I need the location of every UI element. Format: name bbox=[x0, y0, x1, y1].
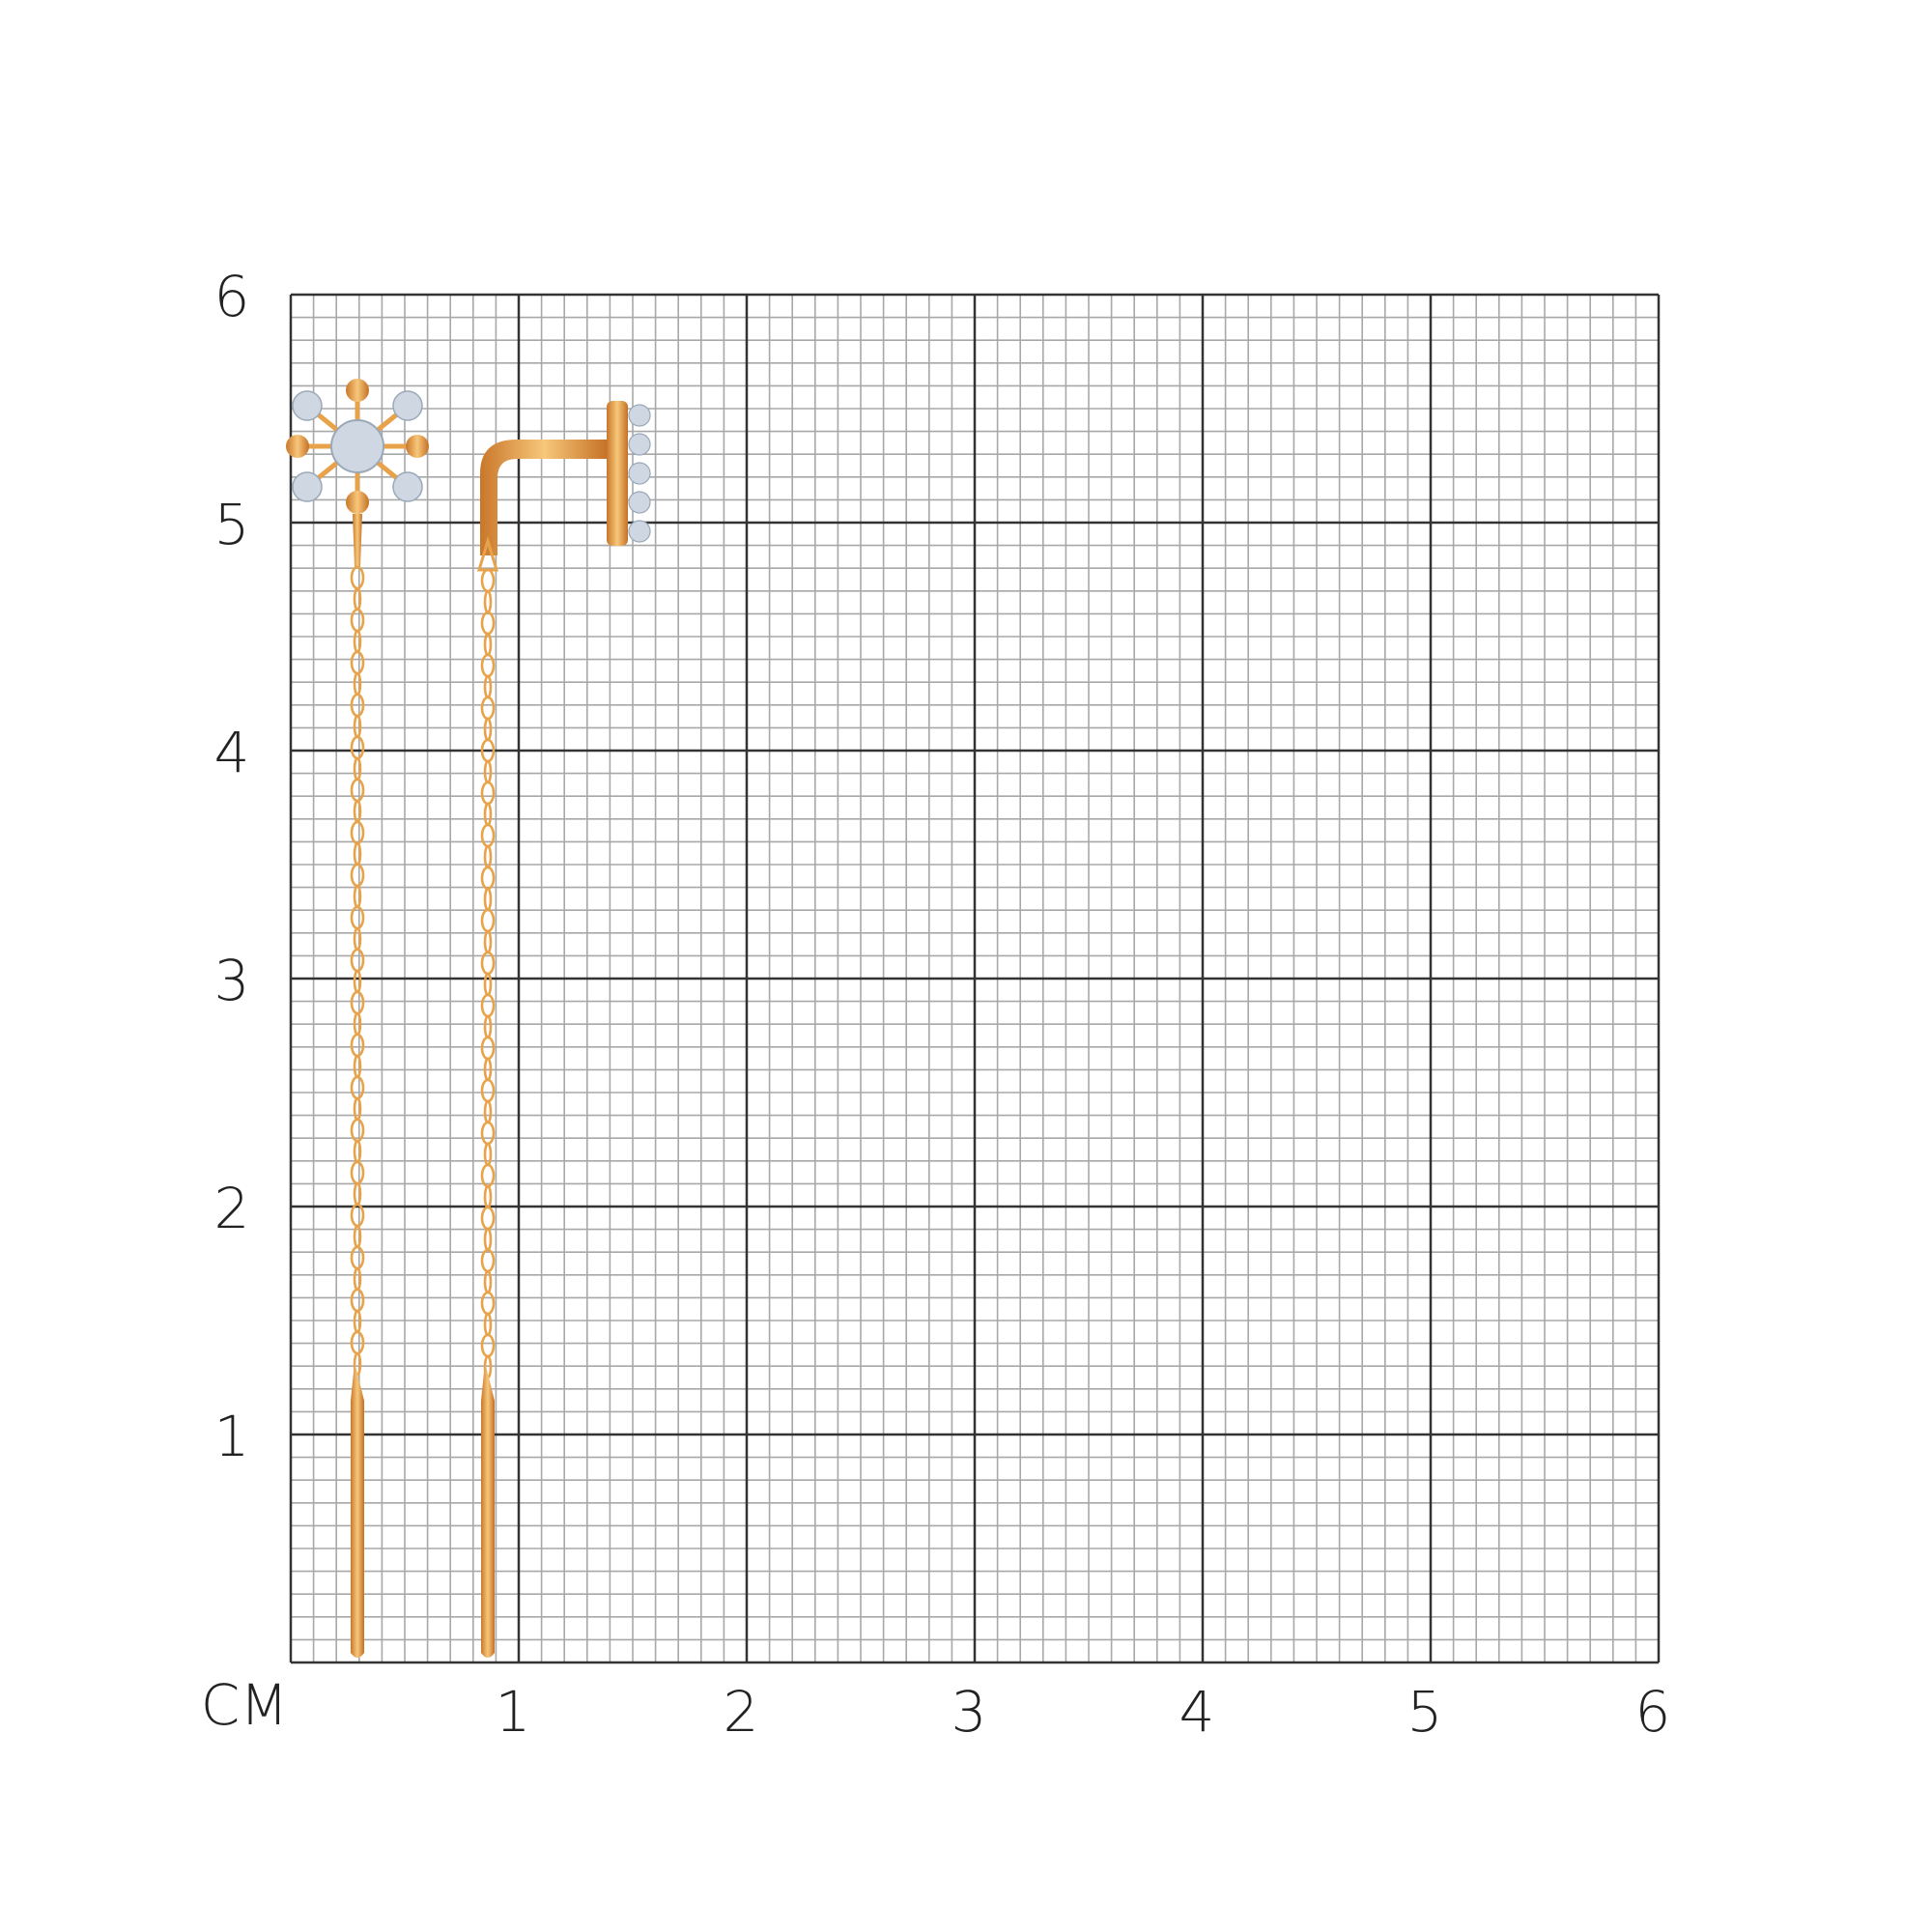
side-post bbox=[480, 440, 609, 555]
x-tick-label: 6 bbox=[1635, 1679, 1671, 1745]
axis-labels: 1 2 3 4 5 6 1 2 3 4 5 6 СМ bbox=[201, 264, 1671, 1745]
chain-link bbox=[353, 1054, 362, 1079]
chain-link bbox=[350, 650, 365, 675]
chain-link bbox=[350, 990, 365, 1015]
chain-link bbox=[350, 565, 365, 590]
chain-link bbox=[480, 696, 496, 721]
chain-link bbox=[350, 735, 365, 760]
stone bbox=[292, 471, 323, 502]
chain-link bbox=[353, 841, 362, 867]
chain-link bbox=[480, 866, 496, 891]
chain-link bbox=[480, 568, 496, 593]
chain-link bbox=[480, 1248, 496, 1273]
chain-link bbox=[483, 802, 493, 827]
x-tick-label: 5 bbox=[1407, 1679, 1443, 1745]
x-tick-label: 3 bbox=[952, 1679, 987, 1745]
chain-link bbox=[350, 863, 365, 888]
chain-link bbox=[483, 1312, 493, 1337]
chain-link bbox=[353, 969, 362, 994]
chain-link bbox=[483, 674, 493, 699]
chain-link bbox=[480, 781, 496, 806]
chain-link bbox=[350, 1075, 365, 1100]
y-tick-label: 4 bbox=[214, 720, 250, 785]
chain-link bbox=[480, 1036, 496, 1061]
stone bbox=[292, 390, 323, 421]
chain-link bbox=[353, 1139, 362, 1164]
flower-stud bbox=[286, 379, 429, 514]
chain-link bbox=[353, 1181, 362, 1207]
chain-link bbox=[350, 1245, 365, 1270]
chain-link bbox=[483, 589, 493, 614]
chain-link bbox=[483, 1099, 493, 1124]
gold-ball bbox=[406, 435, 429, 458]
stone bbox=[392, 390, 423, 421]
side-setting bbox=[607, 401, 628, 546]
chain-link bbox=[350, 1203, 365, 1228]
chain-link bbox=[353, 714, 362, 739]
chain-link bbox=[480, 993, 496, 1018]
chain-link bbox=[480, 908, 496, 933]
chain-link bbox=[480, 611, 496, 636]
chain-link bbox=[480, 1333, 496, 1358]
chain-link bbox=[480, 1121, 496, 1146]
stem bbox=[353, 514, 362, 567]
side-stone bbox=[628, 433, 651, 456]
chain-right bbox=[480, 568, 496, 1379]
chain-link bbox=[483, 1184, 493, 1209]
center-stone bbox=[330, 419, 384, 473]
chain-link bbox=[350, 778, 365, 803]
chain-link bbox=[480, 1078, 496, 1103]
chain-link bbox=[480, 1291, 496, 1316]
chain-link bbox=[483, 1142, 493, 1167]
pin-left bbox=[351, 1362, 364, 1658]
chain-link bbox=[483, 717, 493, 742]
chain-link bbox=[350, 1288, 365, 1313]
side-stone bbox=[628, 404, 651, 427]
chain-link bbox=[483, 759, 493, 784]
chain-link bbox=[483, 929, 493, 954]
chain-link bbox=[483, 1227, 493, 1252]
chain-link bbox=[483, 972, 493, 997]
earrings-photo bbox=[286, 379, 651, 1658]
y-tick-label: 6 bbox=[214, 264, 250, 329]
chain-link bbox=[483, 887, 493, 912]
stone bbox=[392, 471, 423, 502]
chain-link bbox=[353, 756, 362, 781]
chain-link bbox=[353, 1266, 362, 1292]
major-grid bbox=[289, 293, 1661, 1664]
chain-link bbox=[350, 1160, 365, 1185]
x-tick-label: 4 bbox=[1179, 1679, 1215, 1745]
chain-link bbox=[353, 884, 362, 909]
y-tick-label: 2 bbox=[214, 1176, 250, 1241]
chain-link bbox=[353, 671, 362, 696]
chain-link bbox=[350, 608, 365, 633]
chain-link bbox=[350, 820, 365, 845]
chain-link bbox=[350, 948, 365, 973]
chain-link bbox=[480, 1206, 496, 1231]
gold-ball bbox=[286, 435, 309, 458]
chain-link bbox=[353, 629, 362, 654]
chain-link bbox=[353, 1309, 362, 1334]
side-stone bbox=[628, 491, 651, 514]
chain-link bbox=[480, 653, 496, 678]
chain-link bbox=[350, 1033, 365, 1058]
chain-link bbox=[353, 1096, 362, 1122]
chain-link bbox=[480, 823, 496, 848]
y-tick-label: 1 bbox=[214, 1404, 250, 1469]
chain-left bbox=[350, 565, 365, 1377]
side-stone bbox=[628, 462, 651, 485]
y-tick-label: 5 bbox=[214, 492, 250, 557]
gold-ball bbox=[346, 491, 369, 514]
gold-ball bbox=[346, 379, 369, 402]
side-stone bbox=[628, 520, 651, 543]
chain-link bbox=[353, 926, 362, 952]
unit-label: СМ bbox=[201, 1672, 289, 1738]
chain-link bbox=[483, 1014, 493, 1039]
y-tick-label: 3 bbox=[214, 948, 250, 1013]
x-tick-label: 2 bbox=[724, 1679, 759, 1745]
x-tick-label: 1 bbox=[496, 1679, 531, 1745]
pin-right bbox=[481, 1362, 495, 1658]
